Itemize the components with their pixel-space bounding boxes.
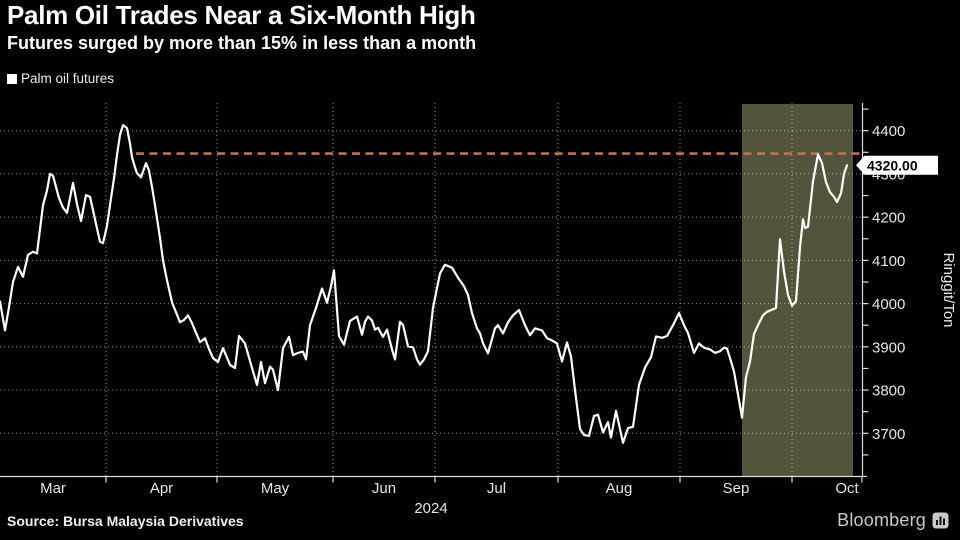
bloomberg-logo: Bloomberg bbox=[837, 510, 949, 531]
last-price-label: 4320.00 bbox=[867, 157, 918, 173]
month-label: Sep bbox=[723, 480, 750, 497]
y-axis-title: Ringgit/Ton bbox=[940, 252, 957, 327]
month-label: Jun bbox=[372, 480, 396, 497]
legend: Palm oil futures bbox=[7, 71, 114, 86]
month-label: Aug bbox=[606, 480, 633, 497]
month-label: May bbox=[261, 480, 290, 497]
month-label: Jul bbox=[487, 480, 506, 497]
bloomberg-wordmark: Bloomberg bbox=[837, 510, 926, 530]
month-label: Mar bbox=[40, 480, 66, 497]
year-label: 2024 bbox=[414, 500, 447, 517]
y-tick-label: 4400 bbox=[872, 123, 905, 140]
y-tick-label: 3900 bbox=[872, 339, 905, 356]
y-tick-label: 3700 bbox=[872, 426, 905, 443]
month-label: Oct bbox=[835, 480, 859, 497]
series-line bbox=[0, 123, 849, 444]
y-tick-label: 4200 bbox=[872, 210, 905, 227]
legend-item-label: Palm oil futures bbox=[21, 71, 115, 86]
bloomberg-terminal-icon bbox=[932, 512, 949, 529]
y-tick-label: 3800 bbox=[872, 383, 905, 400]
y-tick-label: 4100 bbox=[872, 253, 905, 270]
y-tick-label: 4000 bbox=[872, 296, 905, 313]
legend-swatch-icon bbox=[7, 73, 17, 84]
page-title: Palm Oil Trades Near a Six-Month High bbox=[7, 0, 476, 30]
last-price-marker bbox=[856, 155, 938, 175]
month-label: Apr bbox=[150, 480, 173, 497]
source-label: Source: Bursa Malaysia Derivatives bbox=[7, 513, 244, 529]
page-subtitle: Futures surged by more than 15% in less … bbox=[7, 33, 477, 53]
